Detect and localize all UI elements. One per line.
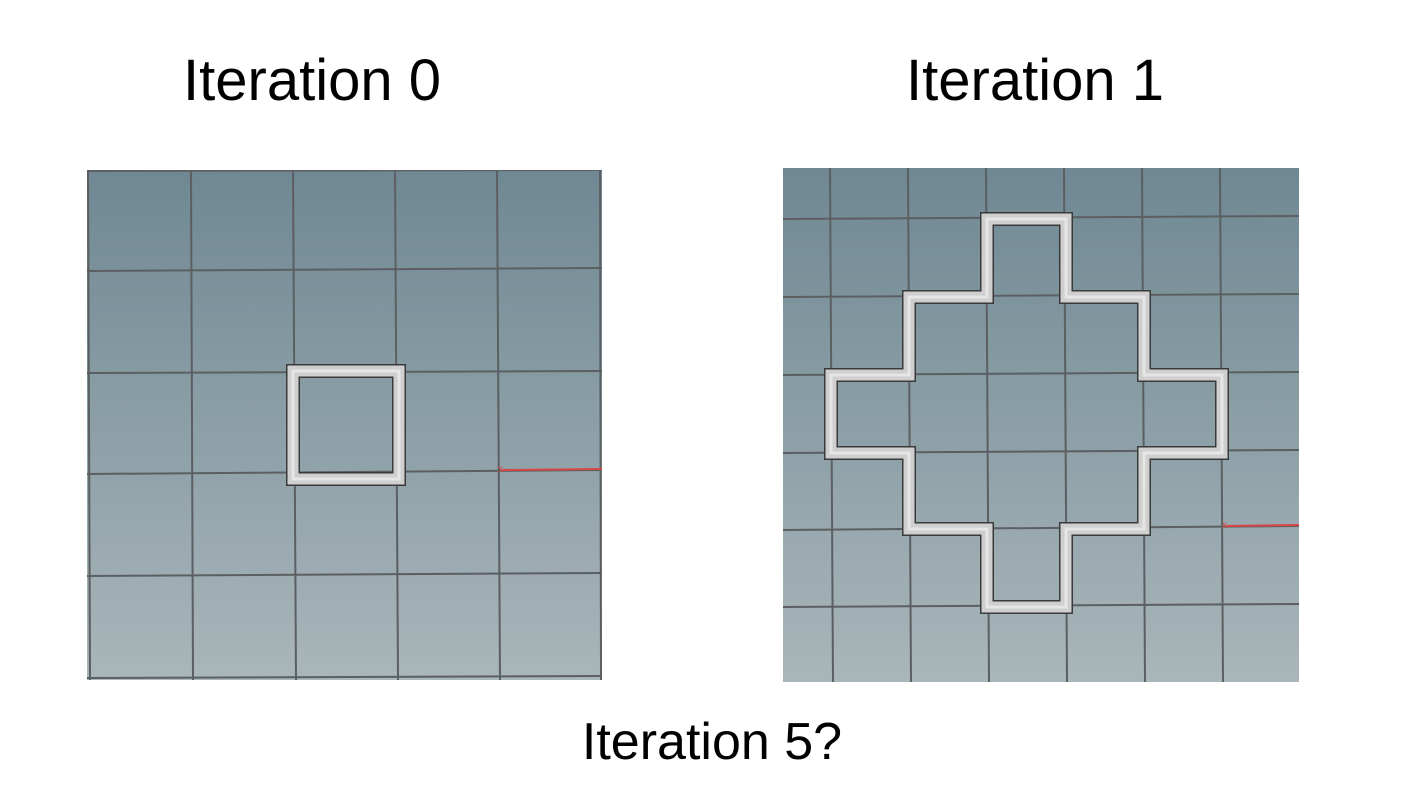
viewport-background bbox=[87, 170, 602, 680]
iteration-0-viewport: x bbox=[87, 170, 602, 680]
iteration-1-title: Iteration 1 bbox=[906, 48, 1164, 113]
iteration-0-title: Iteration 0 bbox=[183, 48, 441, 113]
svg-text:x: x bbox=[1222, 520, 1227, 531]
x-axis-marker: x bbox=[498, 464, 602, 475]
viewport-background bbox=[783, 168, 1299, 682]
iteration-0-curve bbox=[286, 364, 406, 486]
iteration-1-render: x bbox=[783, 168, 1299, 682]
iteration-1-viewport: x bbox=[783, 168, 1299, 682]
x-axis-marker: x bbox=[1222, 520, 1299, 531]
iteration-0-render: x bbox=[87, 170, 602, 680]
iteration-5-question: Iteration 5? bbox=[581, 713, 843, 771]
svg-text:x: x bbox=[498, 464, 503, 475]
iteration-1-curve bbox=[824, 212, 1229, 614]
